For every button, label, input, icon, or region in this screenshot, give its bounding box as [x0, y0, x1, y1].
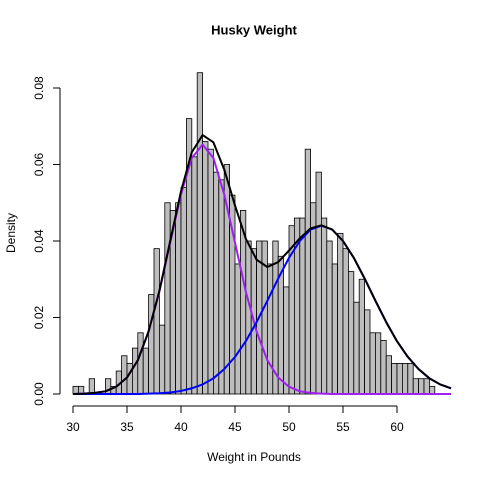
bar: [364, 309, 371, 395]
bar: [326, 240, 333, 395]
bar: [320, 217, 328, 395]
bar: [315, 171, 322, 395]
bar: [88, 378, 95, 395]
x-tick-label: 30: [66, 420, 80, 434]
bar: [310, 202, 317, 395]
bar: [380, 340, 387, 395]
x-axis-label: Weight in Pounds: [207, 450, 301, 464]
bar: [164, 202, 171, 395]
bar: [418, 378, 425, 395]
bar: [358, 278, 366, 395]
x-tick-label: 35: [120, 420, 134, 434]
bar: [207, 148, 214, 395]
x-tick-label: 50: [282, 420, 296, 434]
bar: [131, 347, 139, 395]
bar: [137, 332, 144, 395]
bar: [196, 72, 203, 395]
bar: [175, 202, 182, 395]
bar: [407, 362, 414, 395]
bar: [428, 385, 436, 395]
y-axis-label: Density: [4, 213, 18, 253]
x-tick-label: 60: [390, 420, 404, 434]
bar: [385, 355, 393, 395]
bar: [234, 263, 241, 395]
bar: [331, 263, 339, 395]
bar: [369, 332, 376, 395]
y-tick-label: 0.02: [32, 305, 46, 329]
bar: [396, 362, 403, 395]
bar: [353, 301, 360, 395]
density-curve: [72, 134, 452, 395]
y-tick-label: 0.08: [32, 76, 46, 100]
x-tick-label: 40: [174, 420, 188, 434]
bar: [304, 148, 312, 395]
bar: [212, 171, 220, 395]
bar: [283, 286, 290, 395]
bar: [266, 263, 274, 395]
bar: [412, 378, 420, 395]
bar: [158, 324, 166, 395]
bar: [347, 271, 355, 395]
chart-title: Husky Weight: [211, 22, 297, 37]
x-tick-label: 55: [336, 420, 350, 434]
bar: [142, 347, 149, 395]
y-tick-label: 0.04: [32, 229, 46, 253]
y-tick-label: 0.06: [32, 152, 46, 176]
bar: [126, 362, 133, 395]
bar: [299, 217, 306, 395]
bar: [423, 378, 430, 395]
bar: [180, 187, 187, 395]
bar: [191, 156, 198, 395]
x-tick-label: 45: [228, 420, 242, 434]
bar: [153, 248, 160, 395]
y-tick-label: 0.00: [32, 382, 46, 406]
bar: [401, 362, 409, 395]
bar: [374, 332, 382, 395]
bar: [391, 362, 398, 395]
bar: [121, 355, 128, 395]
bar: [342, 248, 349, 395]
bar: [218, 179, 225, 395]
bar: [202, 141, 209, 395]
bar: [337, 232, 344, 395]
bar: [245, 240, 252, 395]
bar: [148, 294, 155, 395]
